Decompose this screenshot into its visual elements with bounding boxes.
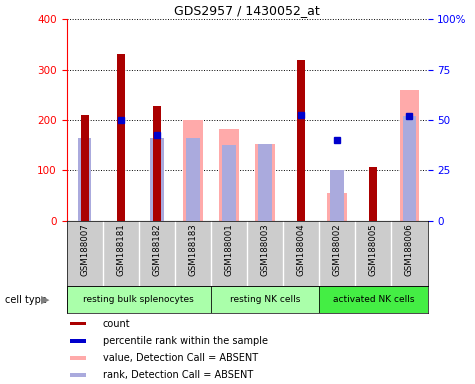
Bar (403, 116, 416, 221)
Bar (70, 339, 86, 343)
Text: GSM188007: GSM188007 (80, 223, 89, 275)
Bar (70, 322, 86, 325)
Bar (186, 137, 200, 221)
Bar (258, 144, 272, 221)
Text: GSM188001: GSM188001 (225, 223, 233, 275)
Bar (331, 170, 344, 221)
Text: GSM188002: GSM188002 (333, 223, 342, 275)
Bar (370, 167, 377, 221)
Bar (70, 356, 86, 360)
Text: resting bulk splenocytes: resting bulk splenocytes (83, 295, 194, 304)
Bar (211, 286, 319, 313)
Bar (297, 60, 305, 221)
Title: GDS2957 / 1430052_at: GDS2957 / 1430052_at (174, 3, 320, 17)
Text: GSM188005: GSM188005 (369, 223, 378, 275)
Text: value, Detection Call = ABSENT: value, Detection Call = ABSENT (103, 353, 258, 363)
Bar (70, 374, 86, 377)
Bar (81, 115, 88, 221)
Bar (183, 120, 203, 221)
Bar (327, 193, 347, 221)
Text: GSM188181: GSM188181 (116, 223, 125, 275)
Text: GSM188006: GSM188006 (405, 223, 414, 275)
Bar (255, 144, 275, 221)
Text: GSM188003: GSM188003 (261, 223, 269, 275)
Bar (150, 137, 163, 221)
Bar (78, 137, 91, 221)
Bar (399, 90, 419, 221)
Bar (222, 145, 236, 221)
Text: activated NK cells: activated NK cells (332, 295, 414, 304)
Text: GSM188004: GSM188004 (297, 223, 305, 275)
Bar (117, 55, 124, 221)
Text: GSM188182: GSM188182 (152, 223, 161, 275)
Text: percentile rank within the sample: percentile rank within the sample (103, 336, 267, 346)
Text: resting NK cells: resting NK cells (230, 295, 300, 304)
Text: ▶: ▶ (41, 295, 50, 305)
Bar (153, 106, 161, 221)
Text: GSM188183: GSM188183 (189, 223, 197, 275)
Text: rank, Detection Call = ABSENT: rank, Detection Call = ABSENT (103, 370, 253, 381)
Bar (319, 286, 428, 313)
Bar (219, 129, 239, 221)
Text: cell type: cell type (5, 295, 47, 305)
Text: count: count (103, 318, 130, 329)
Bar (66, 286, 211, 313)
